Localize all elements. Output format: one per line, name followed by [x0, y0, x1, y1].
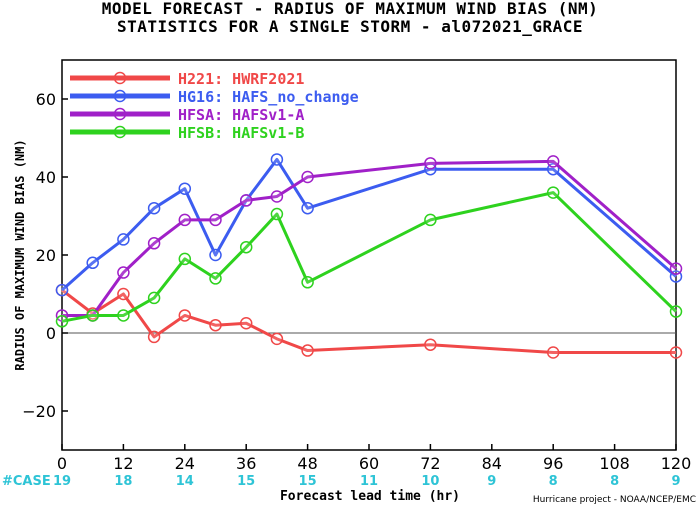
data-point [117, 233, 130, 246]
case-count: 9 [671, 474, 680, 489]
data-point [178, 252, 192, 266]
data-point [270, 190, 284, 203]
data-point [301, 201, 314, 215]
case-count: 9 [487, 474, 496, 489]
case-count: 11 [360, 474, 378, 489]
case-count: 18 [114, 474, 132, 489]
data-point [270, 153, 284, 166]
case-count: 8 [610, 474, 619, 489]
data-point [669, 346, 683, 359]
data-point [178, 182, 192, 195]
y-tick-label: 60 [36, 90, 56, 109]
legend-marker [113, 107, 127, 121]
data-point [209, 248, 222, 262]
data-point [270, 207, 284, 221]
data-point [209, 272, 222, 285]
x-tick-label: 24 [175, 454, 195, 473]
data-point [301, 344, 314, 357]
data-point [55, 283, 69, 297]
chart-subtitle: STATISTICS FOR A SINGLE STORM - al072021… [116, 17, 584, 36]
data-point [424, 213, 437, 227]
data-point [546, 186, 560, 199]
x-axis-title: Forecast lead time (hr) [280, 489, 460, 504]
y-tick-label: 40 [36, 168, 56, 187]
y-axis-title: RADIUS OF MAXIMUM WIND BIAS (NM) [13, 139, 27, 370]
data-point [424, 157, 437, 170]
data-point [239, 317, 253, 330]
x-tick-label: 36 [236, 454, 256, 473]
x-tick-label: 120 [661, 454, 692, 473]
legend-label: H221: HWRF2021 [178, 70, 304, 88]
case-count: 15 [299, 474, 317, 489]
case-count: 10 [421, 474, 439, 489]
plot-frame [61, 59, 677, 451]
data-point [301, 276, 314, 289]
case-count: 15 [237, 474, 255, 489]
data-point [117, 266, 130, 279]
case-count: 8 [549, 474, 558, 489]
x-tick-label: 72 [420, 454, 440, 473]
legend-label: HG16: HAFS_no_change [178, 88, 359, 106]
case-count: 14 [176, 474, 194, 489]
data-point [270, 332, 284, 346]
data-point [239, 240, 253, 254]
x-tick-label: 0 [57, 454, 67, 473]
data-point [239, 194, 253, 207]
data-point [301, 170, 314, 184]
x-tick-label: 60 [359, 454, 379, 473]
data-point [147, 237, 161, 250]
series-line [62, 159, 677, 317]
x-tick-label: 96 [543, 454, 563, 473]
data-point [86, 309, 99, 322]
data-point [147, 330, 161, 344]
data-point [669, 305, 683, 318]
data-point [669, 262, 683, 275]
data-point [147, 201, 161, 215]
series-line [61, 157, 677, 292]
data-point [424, 338, 437, 351]
y-tick-label: −20 [22, 402, 56, 421]
data-point [209, 213, 222, 227]
case-count: 19 [53, 474, 71, 489]
data-point [117, 287, 130, 301]
data-point [178, 309, 192, 322]
y-tick-label: 0 [46, 324, 56, 343]
legend-label: HFSA: HAFSv1-A [178, 106, 304, 124]
data-point [117, 309, 130, 322]
data-point [546, 155, 560, 168]
x-tick-label: 84 [482, 454, 502, 473]
y-tick-label: 20 [36, 246, 56, 265]
x-tick-label: 48 [297, 454, 317, 473]
data-point [147, 291, 161, 305]
case-label: #CASE [2, 474, 51, 489]
data-point [209, 318, 222, 332]
legend-label: HFSB: HAFSv1-B [178, 124, 304, 142]
legend-marker [113, 125, 127, 139]
legend-marker [113, 89, 127, 103]
data-point [86, 256, 99, 270]
x-tick-label: 12 [113, 454, 133, 473]
legend-marker [113, 71, 127, 85]
credit-text: Hurricane project - NOAA/NCEP/EMC [533, 495, 696, 505]
data-point [55, 315, 69, 328]
data-point [546, 346, 560, 359]
x-tick-label: 108 [599, 454, 630, 473]
data-point [178, 213, 192, 227]
chart-title: MODEL FORECAST - RADIUS OF MAXIMUM WIND … [101, 0, 599, 18]
